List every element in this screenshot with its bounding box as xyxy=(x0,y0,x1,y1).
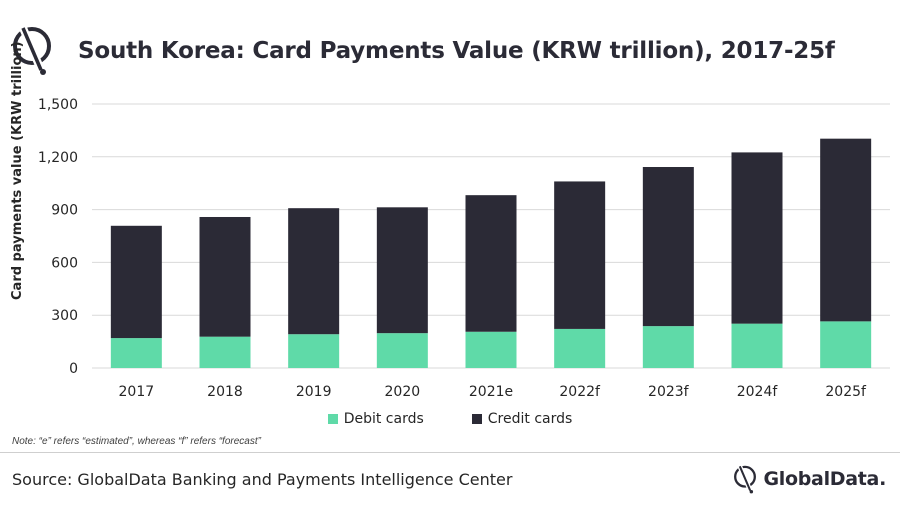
bar-debit xyxy=(554,328,606,368)
chart-title: South Korea: Card Payments Value (KRW tr… xyxy=(78,38,835,64)
y-tick-label: 1,200 xyxy=(38,150,78,166)
x-tick-label: 2022f xyxy=(559,384,601,400)
bar-credit xyxy=(376,207,428,334)
brand-name: GlobalData. xyxy=(763,468,886,490)
y-tick-label: 0 xyxy=(69,361,78,377)
bar-debit xyxy=(642,326,694,368)
stacked-bar-chart: 0 300 600 900 1,200 1,500 2017 2018 2019 2020 2021… xyxy=(38,97,890,400)
x-tick-label: 2023f xyxy=(648,384,690,400)
y-axis-label: Card payments value (KRW trillion) xyxy=(10,41,25,300)
x-tick-label: 2020 xyxy=(385,384,421,400)
bar-credit xyxy=(554,181,606,329)
brand-logo: GlobalData. xyxy=(732,464,886,494)
legend-swatch-credit xyxy=(471,414,482,424)
legend-item-debit: Debit cards xyxy=(327,411,424,427)
y-tick-label: 1,500 xyxy=(38,97,78,113)
legend-label-credit: Credit cards xyxy=(487,411,573,427)
footnote: Note: “e” refers “estimated”, whereas “f… xyxy=(12,436,261,447)
source-text: Source: GlobalData Banking and Payments … xyxy=(12,470,513,489)
bar-credit xyxy=(731,152,783,324)
brand-logo-icon xyxy=(734,465,757,494)
bar-credit xyxy=(110,225,162,339)
divider xyxy=(0,452,900,453)
chart-area: 0 300 600 900 1,200 1,500 2017 2018 2019 2020 2021… xyxy=(0,90,900,442)
bar-debit xyxy=(376,333,428,368)
x-tick-label: 2021e xyxy=(469,384,513,400)
bar-debit xyxy=(288,334,340,368)
x-tick-label: 2019 xyxy=(296,384,332,400)
bar-credit xyxy=(820,138,872,322)
globaldata-logo-icon xyxy=(13,26,51,75)
bar-credit xyxy=(199,216,251,337)
y-tick-label: 900 xyxy=(51,203,78,219)
bar-debit xyxy=(731,323,783,368)
bar-credit xyxy=(465,195,517,332)
x-tick-label: 2017 xyxy=(119,384,155,400)
bar-debit xyxy=(110,338,162,368)
legend-label-debit: Debit cards xyxy=(343,411,424,427)
bar-credit xyxy=(288,208,340,335)
bar-debit xyxy=(199,336,251,368)
x-tick-label: 2024f xyxy=(737,384,779,400)
legend-item-credit: Credit cards xyxy=(471,411,573,427)
y-tick-label: 600 xyxy=(51,255,78,271)
legend: Debit cards Credit cards xyxy=(0,411,900,427)
x-tick-label: 2018 xyxy=(207,384,243,400)
bar-debit xyxy=(820,321,872,368)
y-tick-label: 300 xyxy=(51,308,78,324)
legend-swatch-debit xyxy=(327,414,338,424)
bar-credit xyxy=(642,167,694,327)
bar-debit xyxy=(465,331,517,368)
x-tick-label: 2025f xyxy=(825,384,867,400)
